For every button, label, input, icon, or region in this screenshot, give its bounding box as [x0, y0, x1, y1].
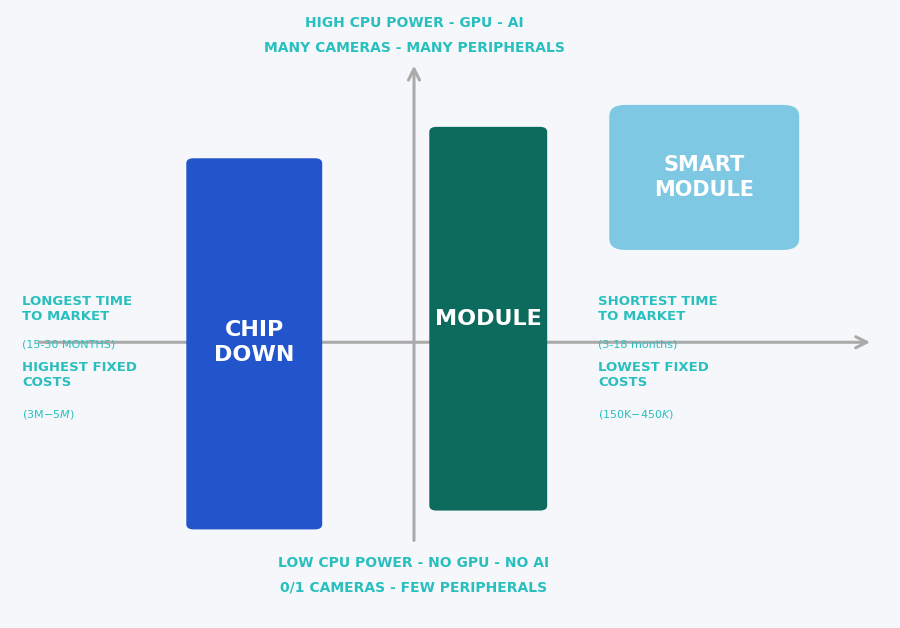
Text: HIGH CPU POWER - GPU - AI: HIGH CPU POWER - GPU - AI	[305, 16, 523, 30]
FancyBboxPatch shape	[609, 105, 799, 250]
Text: (3-18 months): (3-18 months)	[598, 339, 678, 349]
FancyBboxPatch shape	[186, 158, 322, 529]
Text: SMART
MODULE: SMART MODULE	[654, 155, 754, 200]
FancyBboxPatch shape	[429, 127, 547, 511]
Text: (15-30 MONTHS): (15-30 MONTHS)	[22, 339, 116, 349]
Text: HIGHEST FIXED
COSTS: HIGHEST FIXED COSTS	[22, 361, 138, 389]
Text: CHIP
DOWN: CHIP DOWN	[214, 320, 294, 365]
Text: LOWEST FIXED
COSTS: LOWEST FIXED COSTS	[598, 361, 709, 389]
Text: LONGEST TIME
TO MARKET: LONGEST TIME TO MARKET	[22, 295, 132, 323]
Text: LOW CPU POWER - NO GPU - NO AI: LOW CPU POWER - NO GPU - NO AI	[278, 556, 550, 570]
Text: MODULE: MODULE	[435, 309, 542, 328]
Text: MANY CAMERAS - MANY PERIPHERALS: MANY CAMERAS - MANY PERIPHERALS	[264, 41, 564, 55]
Text: (150K$ - 450K$): (150K$ - 450K$)	[598, 408, 675, 421]
Text: (3M$ - 5M$): (3M$ - 5M$)	[22, 408, 75, 421]
Text: 0/1 CAMERAS - FEW PERIPHERALS: 0/1 CAMERAS - FEW PERIPHERALS	[281, 581, 547, 595]
Text: SHORTEST TIME
TO MARKET: SHORTEST TIME TO MARKET	[598, 295, 718, 323]
